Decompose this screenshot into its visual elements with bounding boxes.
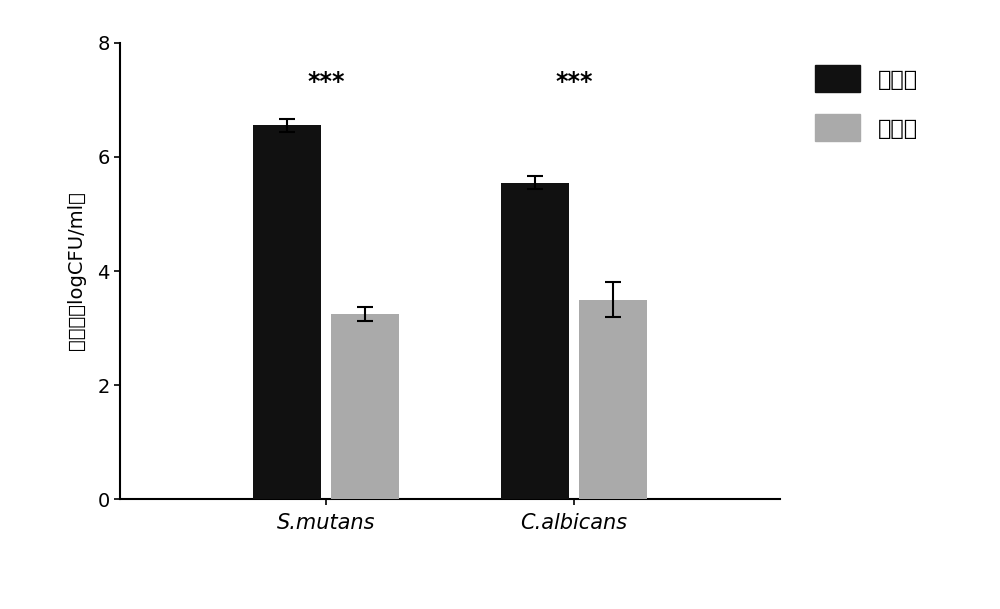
Bar bbox=[579, 300, 647, 499]
Text: ***: *** bbox=[555, 70, 593, 94]
Y-axis label: 菌落数（logCFU/ml）: 菌落数（logCFU/ml） bbox=[67, 192, 86, 350]
Bar bbox=[331, 314, 399, 499]
Bar bbox=[501, 183, 569, 499]
Bar bbox=[253, 125, 321, 499]
Legend: 介导前, 介导后: 介导前, 介导后 bbox=[804, 54, 929, 152]
Text: ***: *** bbox=[307, 70, 345, 94]
